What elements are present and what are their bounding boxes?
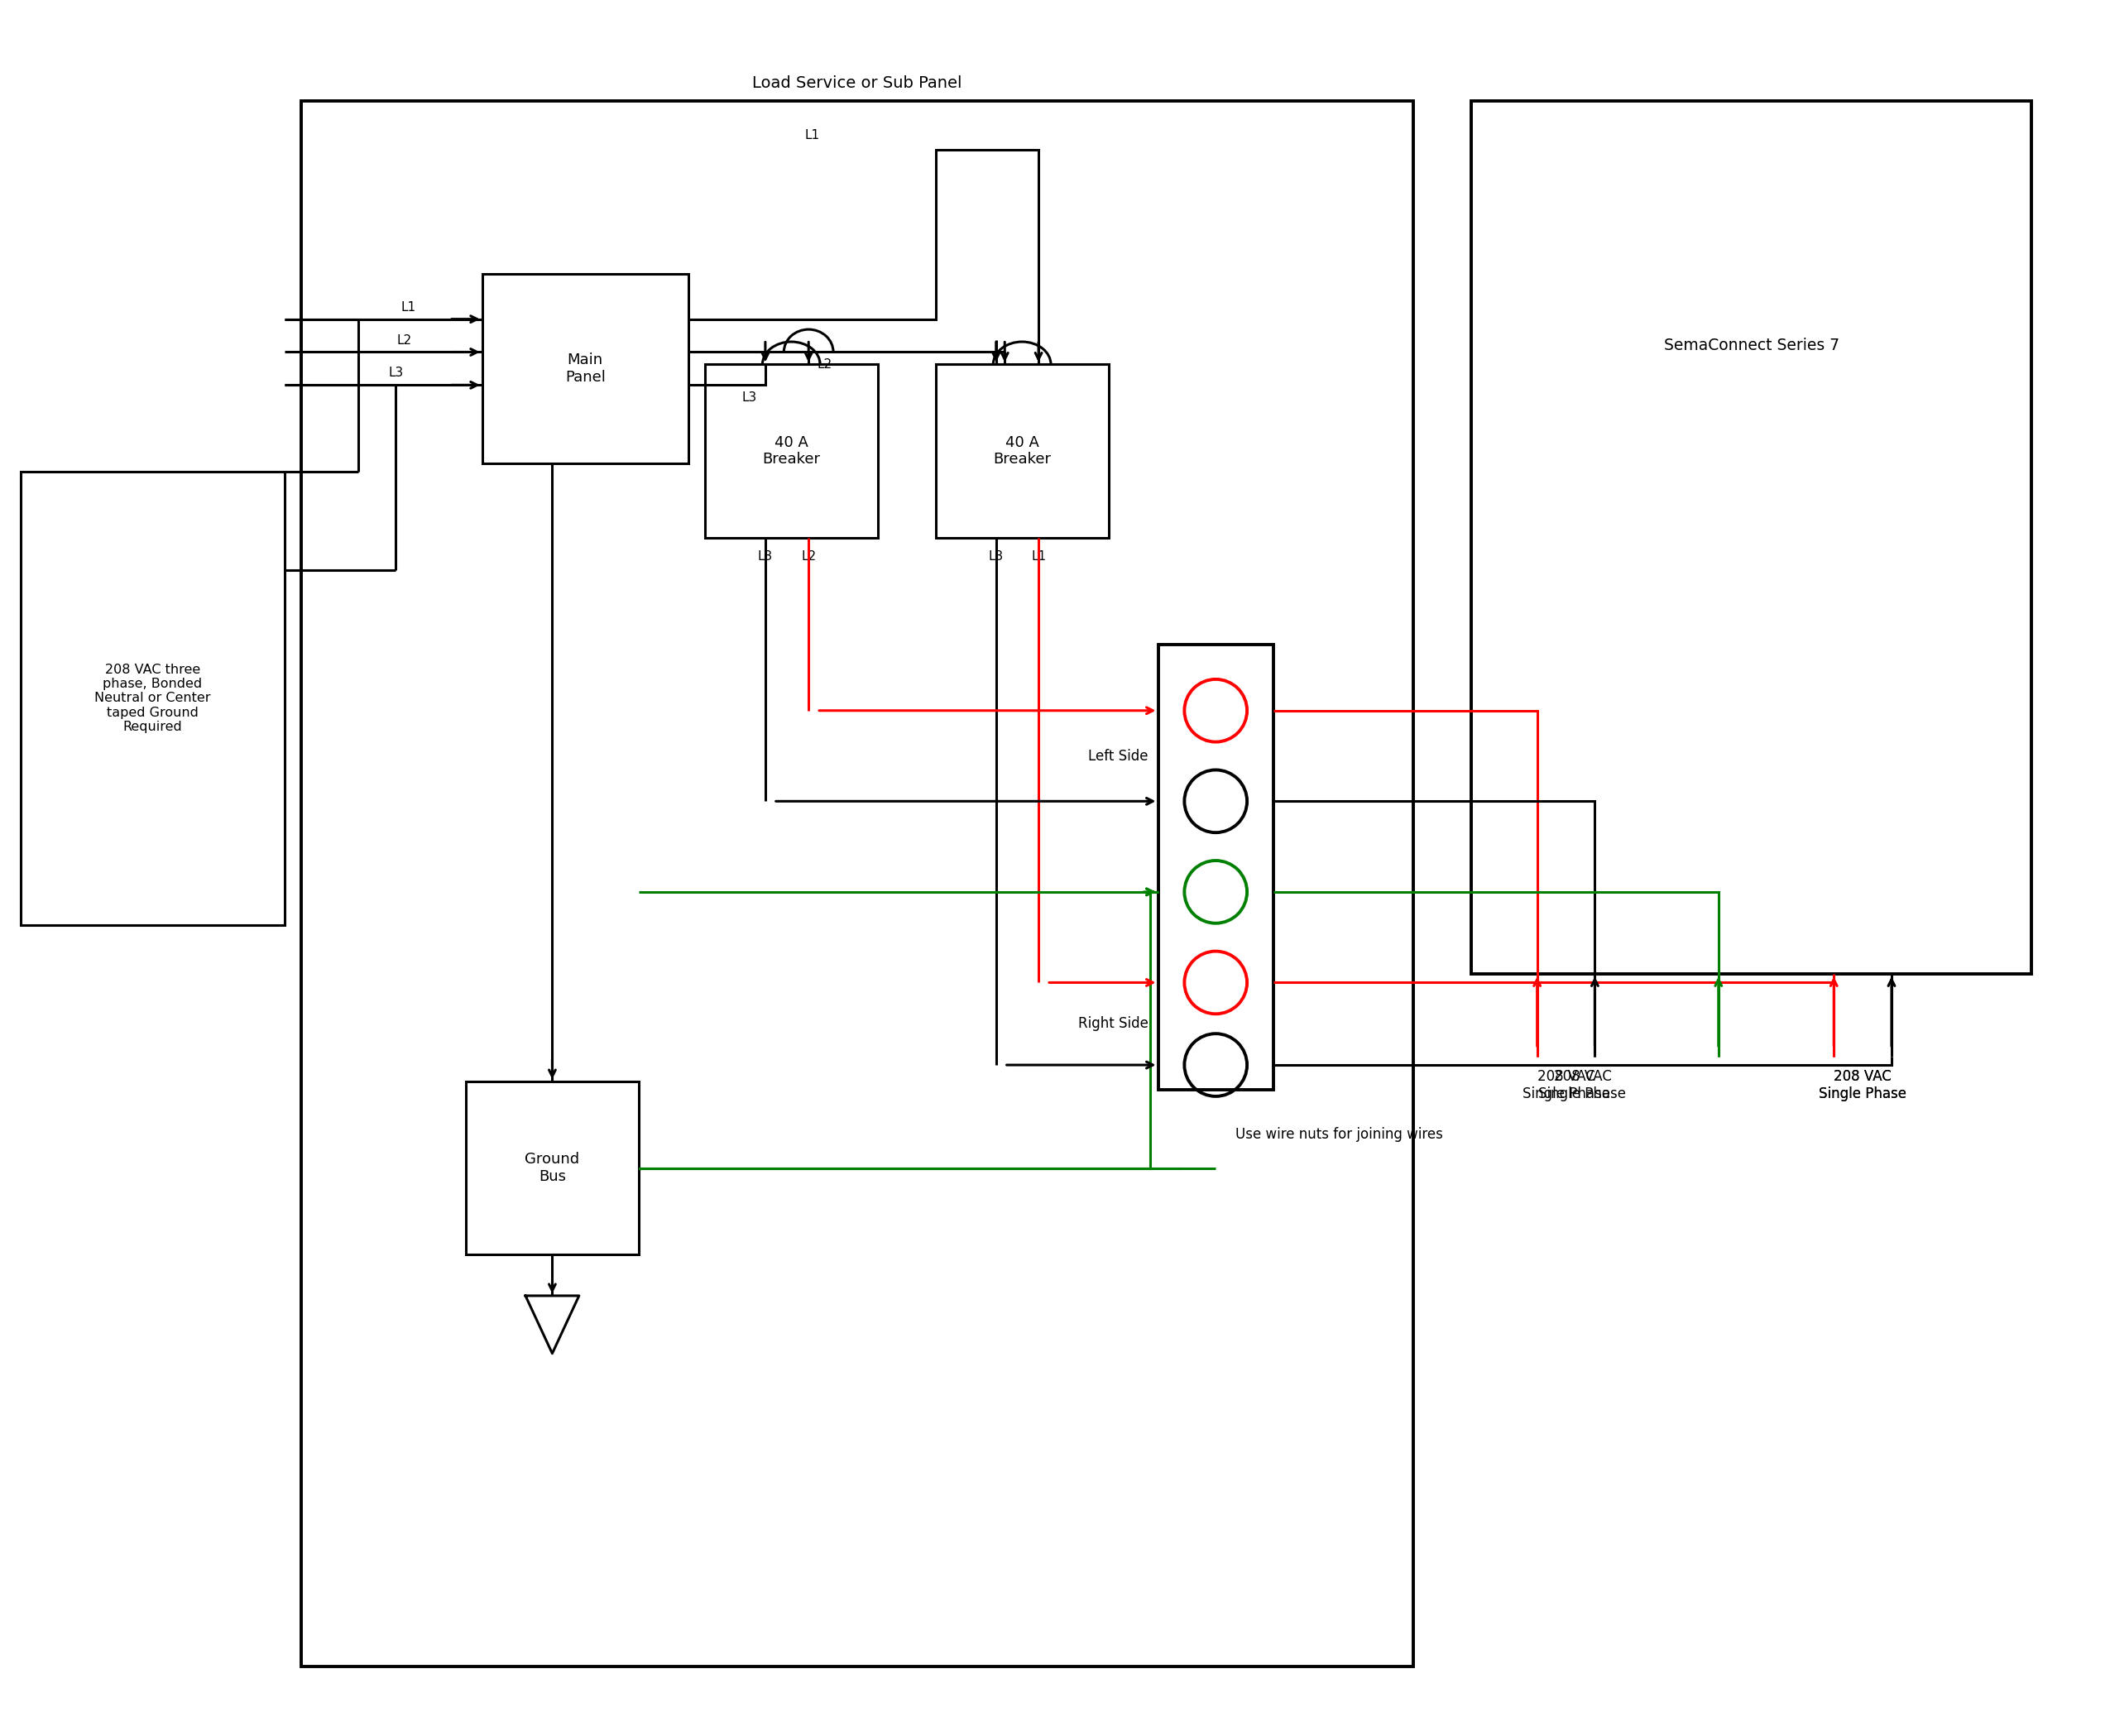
- Text: L1: L1: [804, 130, 819, 142]
- Text: Left Side: Left Side: [1089, 748, 1148, 764]
- Text: SemaConnect Series 7: SemaConnect Series 7: [1663, 337, 1840, 352]
- Bar: [1158, 644, 1274, 1090]
- Bar: [483, 274, 688, 464]
- Text: 208 VAC
Single Phase: 208 VAC Single Phase: [1521, 1069, 1610, 1101]
- Text: L3: L3: [757, 550, 772, 562]
- Bar: [705, 365, 878, 538]
- Text: Ground
Bus: Ground Bus: [525, 1153, 580, 1184]
- Text: L2: L2: [817, 359, 831, 372]
- Bar: [302, 101, 1414, 1667]
- Text: L2: L2: [397, 333, 411, 345]
- Bar: [21, 472, 285, 925]
- Text: 40 A
Breaker: 40 A Breaker: [762, 436, 821, 467]
- Text: Main
Panel: Main Panel: [565, 352, 606, 385]
- Bar: [1471, 101, 2032, 974]
- Text: L2: L2: [802, 550, 817, 562]
- Text: L3: L3: [388, 366, 403, 378]
- Text: 208 VAC
Single Phase: 208 VAC Single Phase: [1819, 1069, 1907, 1101]
- Text: 40 A
Breaker: 40 A Breaker: [994, 436, 1051, 467]
- Text: L3: L3: [743, 392, 757, 404]
- Text: L1: L1: [401, 300, 416, 312]
- Text: 208 VAC
Single Phase: 208 VAC Single Phase: [1819, 1069, 1907, 1101]
- Text: 208 VAC
Single Phase: 208 VAC Single Phase: [1538, 1069, 1627, 1101]
- Text: L1: L1: [1032, 550, 1047, 562]
- Text: Right Side: Right Side: [1078, 1016, 1148, 1031]
- Text: Use wire nuts for joining wires: Use wire nuts for joining wires: [1236, 1127, 1443, 1142]
- Text: L3: L3: [987, 550, 1004, 562]
- Bar: [466, 1082, 639, 1255]
- Bar: [935, 365, 1108, 538]
- Text: Load Service or Sub Panel: Load Service or Sub Panel: [753, 75, 962, 90]
- Text: 208 VAC three
phase, Bonded
Neutral or Center
taped Ground
Required: 208 VAC three phase, Bonded Neutral or C…: [95, 663, 211, 733]
